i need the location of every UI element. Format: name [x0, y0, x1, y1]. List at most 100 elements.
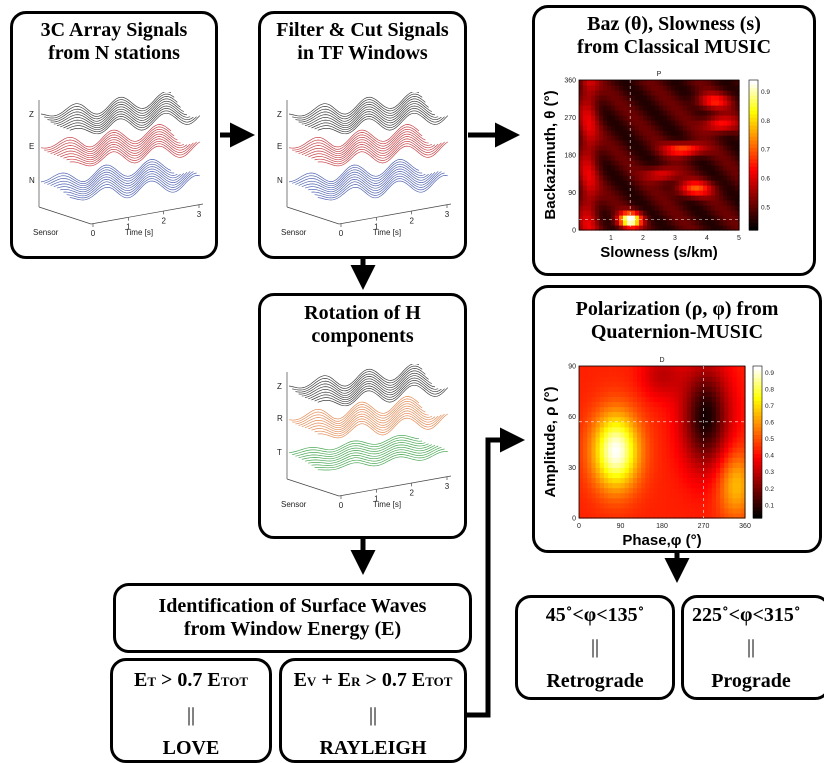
heatmap-cell	[687, 155, 692, 161]
heatmap-cell	[732, 462, 738, 468]
wf-axis-sensor	[286, 478, 340, 497]
heatmap-cell	[691, 165, 696, 171]
heatmap-cell	[723, 110, 728, 116]
heatmap-cell	[608, 376, 613, 382]
heatmap-cell	[579, 210, 584, 216]
heatmap-cell	[679, 215, 684, 221]
heatmap-cell	[653, 492, 659, 499]
heatmap-cell	[687, 110, 692, 116]
heatmap-cell	[679, 190, 684, 196]
heatmap-cell	[715, 371, 721, 377]
heatmap-cell	[611, 170, 616, 176]
heatmap-cell	[691, 411, 696, 418]
heatmap-cell	[607, 80, 612, 86]
heatmap-cell	[695, 90, 700, 96]
heatmap-cell	[639, 135, 644, 141]
heatmap-cell	[740, 457, 746, 463]
wf-trace	[298, 98, 429, 123]
colorbar-step	[749, 188, 758, 194]
heatmap-cell	[631, 120, 636, 126]
heatmap-cell	[619, 150, 624, 156]
heatmap-cell	[707, 205, 712, 211]
heatmap-cell	[736, 457, 742, 463]
heatmap-cell	[608, 477, 613, 484]
heatmap-cell	[703, 436, 709, 443]
heatmap-cell	[682, 381, 688, 387]
heatmap-cell	[616, 457, 622, 463]
heatmap-cell	[674, 401, 680, 408]
heatmap-cell	[666, 512, 671, 519]
heatmap-cell	[707, 426, 713, 433]
heatmap-cell	[674, 452, 680, 458]
heatmap-cell	[727, 95, 732, 101]
heatmap-cell	[699, 80, 704, 86]
colorbar-step	[749, 140, 758, 145]
heatmap-cell	[728, 447, 734, 453]
heatmap-cell	[678, 497, 684, 504]
heatmap-cell	[603, 472, 609, 479]
heatmap-cell	[703, 165, 708, 171]
heatmap-cell	[649, 472, 655, 479]
heatmap-cell	[691, 472, 696, 479]
heatmap-cell	[711, 401, 717, 408]
heatmap-cell	[608, 371, 613, 377]
heatmap-cell	[666, 507, 671, 514]
heatmap-cell	[651, 80, 656, 86]
heatmap-cell	[666, 416, 671, 423]
heatmap-cell	[607, 145, 612, 151]
heatmap-cell	[651, 175, 656, 181]
colorbar-step	[753, 381, 762, 386]
heatmap-cell	[720, 371, 725, 377]
heatmap-cell	[691, 130, 696, 136]
heatmap-cell	[663, 120, 668, 126]
heatmap-cell	[579, 386, 584, 392]
heatmap-cell	[583, 492, 588, 499]
heatmap-cell	[674, 507, 680, 514]
heatmap-cell	[607, 185, 612, 191]
heatmap-cell	[603, 125, 608, 131]
heatmap-cell	[624, 371, 630, 377]
heatmap-cell	[599, 90, 604, 96]
heatmap-cell	[670, 426, 676, 433]
heatmap-cell	[616, 497, 622, 504]
heatmap-cell	[724, 442, 729, 448]
heatmap-cell	[662, 376, 667, 382]
heatmap-cell	[579, 457, 584, 463]
heatmap-cell	[686, 477, 692, 484]
heatmap-cell	[649, 411, 655, 418]
heatmap-cell	[732, 512, 738, 519]
heatmap-cell	[683, 110, 688, 116]
heatmap-cell	[715, 145, 720, 151]
heatmap-cell	[632, 482, 638, 489]
heatmap-cell	[620, 376, 626, 382]
heatmap-cell	[667, 175, 672, 181]
heatmap-cell	[695, 195, 700, 201]
wf-trace	[314, 448, 445, 469]
heatmap-cell	[651, 200, 656, 206]
heatmap-cell	[623, 100, 628, 106]
heatmap-cell	[666, 482, 671, 489]
heatmap-cell	[711, 190, 716, 196]
heatmap-cell	[724, 492, 729, 499]
heatmap-cell	[728, 366, 734, 372]
wf-trace	[304, 375, 436, 399]
heatmap-cell	[735, 125, 740, 131]
heatmap-cell	[691, 391, 696, 397]
heatmap-cell	[736, 401, 742, 408]
heatmap-cell	[662, 406, 667, 413]
array-signals-box: 3C Array Signals from N stations 0 1 2 3 Time…	[10, 11, 218, 259]
heatmap-cell	[682, 467, 688, 473]
heatmap-cell	[703, 85, 708, 91]
heatmap-cell	[655, 145, 660, 151]
heatmap-cell	[667, 100, 672, 106]
heatmap-cell	[583, 205, 588, 211]
heatmap-cell	[740, 391, 746, 397]
heatmap-cell	[628, 371, 634, 377]
heatmap-cell	[727, 160, 732, 166]
heatmap-cell	[675, 155, 680, 161]
colorbar-step	[753, 442, 762, 447]
heatmap-cell	[707, 396, 713, 403]
heatmap-cell	[628, 381, 634, 387]
